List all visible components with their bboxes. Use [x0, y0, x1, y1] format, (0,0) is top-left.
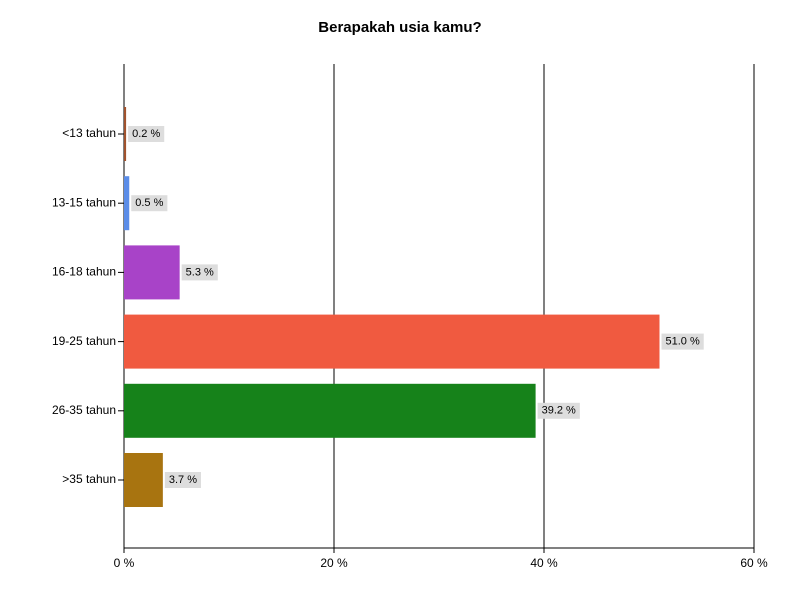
value-label-bg	[128, 126, 165, 142]
bar	[124, 176, 130, 231]
y-tick-label: 13-15 tahun	[52, 195, 116, 209]
value-label: 51.0 %	[666, 336, 700, 348]
value-label-bg	[661, 333, 704, 350]
y-tick-label: >35 tahun	[62, 472, 116, 486]
bar	[124, 245, 180, 300]
bar	[124, 453, 163, 507]
y-tick-label: 16-18 tahun	[52, 265, 116, 279]
value-label: 3.7 %	[169, 474, 197, 486]
x-tick-label: 60 %	[740, 556, 768, 570]
value-label: 0.2 %	[132, 128, 160, 140]
x-tick-label: 0 %	[114, 556, 135, 570]
x-tick-label: 20 %	[320, 556, 348, 570]
value-label-bg	[164, 472, 201, 488]
bar	[124, 383, 536, 438]
x-tick-label: 40 %	[530, 556, 558, 570]
y-tick-label: 19-25 tahun	[52, 334, 116, 348]
value-label-bg	[537, 402, 580, 419]
value-label: 39.2 %	[542, 405, 576, 417]
value-label: 5.3 %	[186, 266, 214, 278]
y-tick-label: <13 tahun	[62, 126, 116, 140]
bar	[124, 314, 660, 369]
value-label: 0.5 %	[135, 197, 163, 209]
y-tick-label: 26-35 tahun	[52, 403, 116, 417]
bar	[124, 107, 127, 161]
value-label-bg	[181, 264, 218, 281]
value-label-bg	[131, 195, 168, 212]
chart-title: Berapakah usia kamu?	[318, 19, 481, 36]
